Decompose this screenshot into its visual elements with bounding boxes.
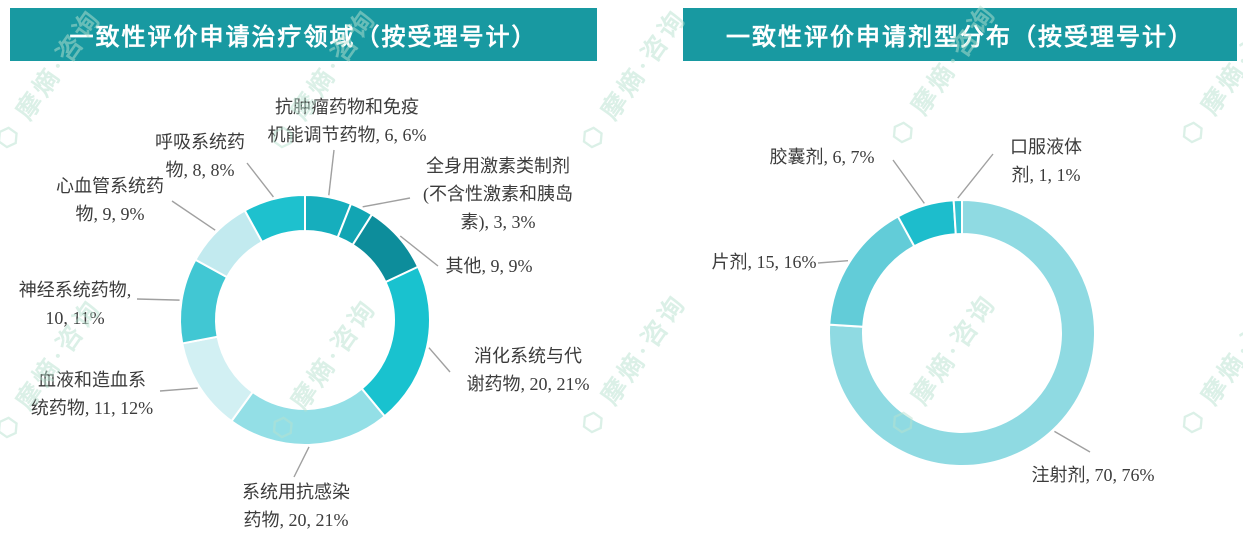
leader-line (428, 347, 451, 373)
leader-line (246, 162, 274, 198)
slice-label: 消化系统与代谢药物, 20, 21% (467, 346, 590, 394)
slice-label: 呼吸系统药物, 8, 8% (155, 132, 245, 180)
therapeutic-area-chart-title: 一致性评价申请治疗领域（按受理号计） (69, 25, 538, 51)
leader-line (892, 159, 925, 204)
donut-slice (828, 215, 916, 328)
slice-label: 全身用激素类制剂(不含性激素和胰岛素), 3, 3% (423, 156, 573, 233)
slice-label: 血液和造血系统药物, 11, 12% (31, 370, 153, 418)
leader-line (399, 235, 439, 267)
therapeutic-area-chart-header: 一致性评价申请治疗领域（按受理号计） (10, 8, 597, 61)
donut-chart-0: 抗肿瘤药物和免疫机能调节药物, 6, 6% 全身用激素类制剂(不含性激素和胰岛素)… (19, 97, 590, 530)
slice-label: 系统用抗感染药物, 20, 21% (242, 482, 350, 530)
slice-label: 片剂, 15, 16% (712, 252, 817, 272)
slice-label: 心血管系统药物, 9, 9% (56, 176, 164, 224)
donut-slice (360, 265, 431, 418)
dosage-form-chart-title: 一致性评价申请剂型分布（按受理号计） (726, 25, 1194, 51)
leader-line (362, 197, 411, 208)
slice-label: 口服液体剂, 1, 1% (1010, 137, 1082, 185)
donut-slice (952, 198, 963, 236)
donut-chart-1: 注射剂, 70, 76% 片剂, 15, 16% 胶囊剂, 6, 7% 口服液体剂, … (712, 137, 1155, 485)
leader-line (328, 149, 335, 196)
slice-label: 其他, 9, 9% (446, 256, 533, 276)
slice-label: 抗肿瘤药物和免疫机能调节药物, 6, 6% (268, 97, 427, 145)
leader-line (1054, 430, 1091, 453)
donut-slice (243, 193, 306, 244)
slice-label: 神经系统药物, 10, 11% (19, 280, 132, 328)
leader-line (136, 298, 180, 301)
donut-slice (828, 198, 1096, 467)
slice-label: 胶囊剂, 6, 7% (770, 147, 875, 167)
leader-line (171, 200, 216, 231)
leader-line (957, 153, 994, 199)
slice-label: 注射剂, 70, 76% (1032, 465, 1155, 485)
leader-line (817, 259, 849, 264)
donut-slice (230, 387, 387, 446)
leader-line (159, 387, 198, 392)
leader-line (293, 446, 310, 478)
dosage-form-chart-header: 一致性评价申请剂型分布（按受理号计） (683, 8, 1237, 61)
